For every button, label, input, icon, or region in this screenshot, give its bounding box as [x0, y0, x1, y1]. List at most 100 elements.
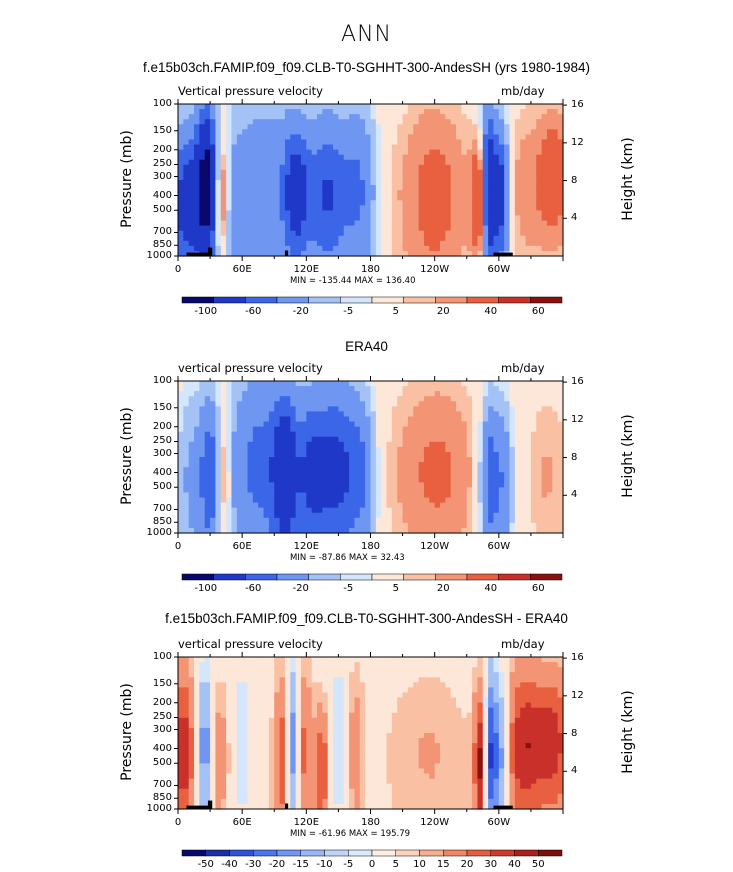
panel-1-xtick-label: 0 — [174, 264, 182, 275]
panel-3-colorbar-label: -20 — [268, 859, 286, 870]
panel-1-field — [178, 104, 564, 257]
panel-3-land-0 — [186, 805, 211, 809]
panel-3-ytick-label: 250 — [152, 711, 172, 723]
panel-3-colorbar-label: -30 — [245, 859, 262, 870]
panel-3-colorbar-label: 5 — [392, 859, 399, 870]
panel-1-colorbar-box — [276, 296, 309, 304]
panel-3-colorbar-box — [300, 849, 325, 857]
panel-3-colorbar-box — [205, 849, 230, 857]
panel-3-colorbar-box — [419, 849, 444, 857]
panel-3-colorbar-label: 0 — [368, 859, 376, 870]
panel-3-colorbar-box — [229, 849, 254, 857]
panel-2-xtick-label: 120W — [420, 541, 450, 552]
panel-2-colorbar-box — [498, 573, 531, 581]
panel-3-colorbar-label: -40 — [221, 859, 238, 870]
panel-1-colorbar-label: 60 — [531, 306, 545, 317]
panel-3-colorbar-label: 40 — [508, 859, 521, 870]
panel-1-xtick-label: 60E — [232, 264, 252, 275]
panel-1-colorbar-label: -100 — [194, 306, 218, 317]
panel-3-units-label: mb/day — [501, 637, 545, 651]
panel-1-ytick-label: 200 — [152, 143, 172, 155]
panel-3-colorbar-box — [466, 849, 491, 857]
panel-3-xtick-label: 120W — [420, 817, 450, 828]
panel-1-stats: MIN = -135.44 MAX = 136.40 — [290, 276, 416, 286]
panel-1-xtick-label: 180 — [360, 264, 381, 275]
panel-1-ytick-label: 500 — [152, 204, 172, 216]
panel-3-y2tick-label: 8 — [571, 727, 578, 739]
panel-3-y2tick-label: 16 — [571, 652, 584, 664]
panel-2-colorbar-box — [181, 573, 214, 581]
panel-3-land-2 — [284, 803, 289, 809]
panel-1-colorbar-box — [181, 296, 214, 304]
panel-3-colorbar-label: -10 — [316, 859, 333, 870]
panel-1-ytick-label: 850 — [152, 239, 172, 251]
panel-2-ytick-label: 400 — [152, 466, 172, 478]
panel-1-colorbar-label: -5 — [343, 306, 354, 317]
panel-3-xtick-label: 60E — [232, 817, 252, 828]
panel-3-colorbar-box — [348, 849, 373, 857]
panel-3-ytick-label: 500 — [152, 757, 172, 769]
panel-3-colorbar-label: 30 — [484, 859, 498, 870]
panel-2-xtick-label: 0 — [174, 541, 182, 552]
panel-3-ytick-label: 700 — [152, 779, 172, 791]
panel-1-xtick-label: 120W — [420, 264, 450, 275]
panel-2-ytick-label: 300 — [152, 447, 172, 459]
panel-1-xtick-label: 60W — [487, 264, 511, 275]
panel-2-ytick-label: 150 — [152, 401, 172, 413]
panel-3-y2tick-label: 12 — [571, 689, 584, 701]
panel-3-land-1 — [207, 800, 213, 809]
panel-2-colorbar-box — [308, 573, 341, 581]
panel-2-colorbar-box — [245, 573, 278, 581]
panel-2-y2label: Height (km) — [620, 414, 636, 498]
panel-3-colorbar-box — [395, 849, 420, 857]
panel-1-colorbar-box — [340, 296, 373, 304]
panel-3-colorbar-box — [443, 849, 468, 857]
panel-3-y2label: Height (km) — [620, 690, 636, 774]
panel-2-variable-label: vertical pressure velocity — [178, 361, 323, 375]
panel-3-y2tick-label: 4 — [571, 765, 578, 777]
panel-1-colorbar-box — [403, 296, 436, 304]
panel-3-ylabel: Pressure (mb) — [119, 683, 135, 781]
panel-3-xtick-label: 0 — [174, 817, 182, 828]
panel-2-xtick-label: 60W — [487, 541, 511, 552]
panel-2-ytick-label: 700 — [152, 503, 172, 515]
panel-1-ylabel: Pressure (mb) — [119, 130, 135, 228]
panel-1-title: f.e15b03ch.FAMIP.f09_f09.CLB-T0-SGHHT-30… — [143, 60, 590, 75]
panel-3-xtick-label: 180 — [360, 817, 381, 828]
panel-2-stats: MIN = -87.86 MAX = 32.43 — [290, 553, 405, 563]
panel-1-y2tick-label: 4 — [571, 212, 578, 224]
panel-3-ytick-label: 150 — [152, 677, 172, 689]
panel-3-land-3 — [493, 805, 513, 809]
panel-1-land-2 — [284, 250, 289, 256]
panel-1-variable-label: Vertical pressure velocity — [178, 84, 323, 98]
panel-2-colorbar-box — [466, 573, 499, 581]
panel-1-colorbar-label: -20 — [292, 306, 309, 317]
panel-2-ytick-label: 850 — [152, 516, 172, 528]
panel-3-colorbar-box — [490, 849, 515, 857]
panel-3-xtick-label: 120E — [293, 817, 320, 828]
panel-3-colorbar-label: 10 — [413, 859, 426, 870]
panel-1-y2tick-label: 12 — [571, 136, 584, 148]
panel-1-ytick-label: 300 — [152, 170, 172, 182]
panel-1-y2label: Height (km) — [620, 137, 636, 221]
page-title: ANN — [341, 22, 392, 47]
panel-2-units-label: mb/day — [501, 361, 545, 375]
panel-3-ytick-label: 850 — [152, 792, 172, 804]
panel-3-colorbar-box — [253, 849, 278, 857]
panel-2-colorbar-box — [435, 573, 468, 581]
panel-1-land-0 — [186, 252, 211, 256]
panel-3-field — [178, 657, 564, 810]
panel-1-colorbar-box — [308, 296, 341, 304]
panel-2-colorbar-label: -60 — [245, 583, 262, 594]
panel-2-colorbar-label: -5 — [343, 583, 354, 594]
panel-2-y2tick-label: 4 — [571, 489, 578, 501]
panel-1-ytick-label: 700 — [152, 226, 172, 238]
panel-2-y2tick-label: 8 — [571, 451, 578, 463]
panel-1-ytick-label: 1000 — [146, 250, 172, 261]
panel-2-xtick-label: 60E — [232, 541, 252, 552]
panel-3-colorbar-box — [538, 849, 563, 857]
panel-2-colorbar-box — [276, 573, 309, 581]
panel-1-colorbar-box — [245, 296, 278, 304]
panel-2-colorbar-box — [530, 573, 563, 581]
